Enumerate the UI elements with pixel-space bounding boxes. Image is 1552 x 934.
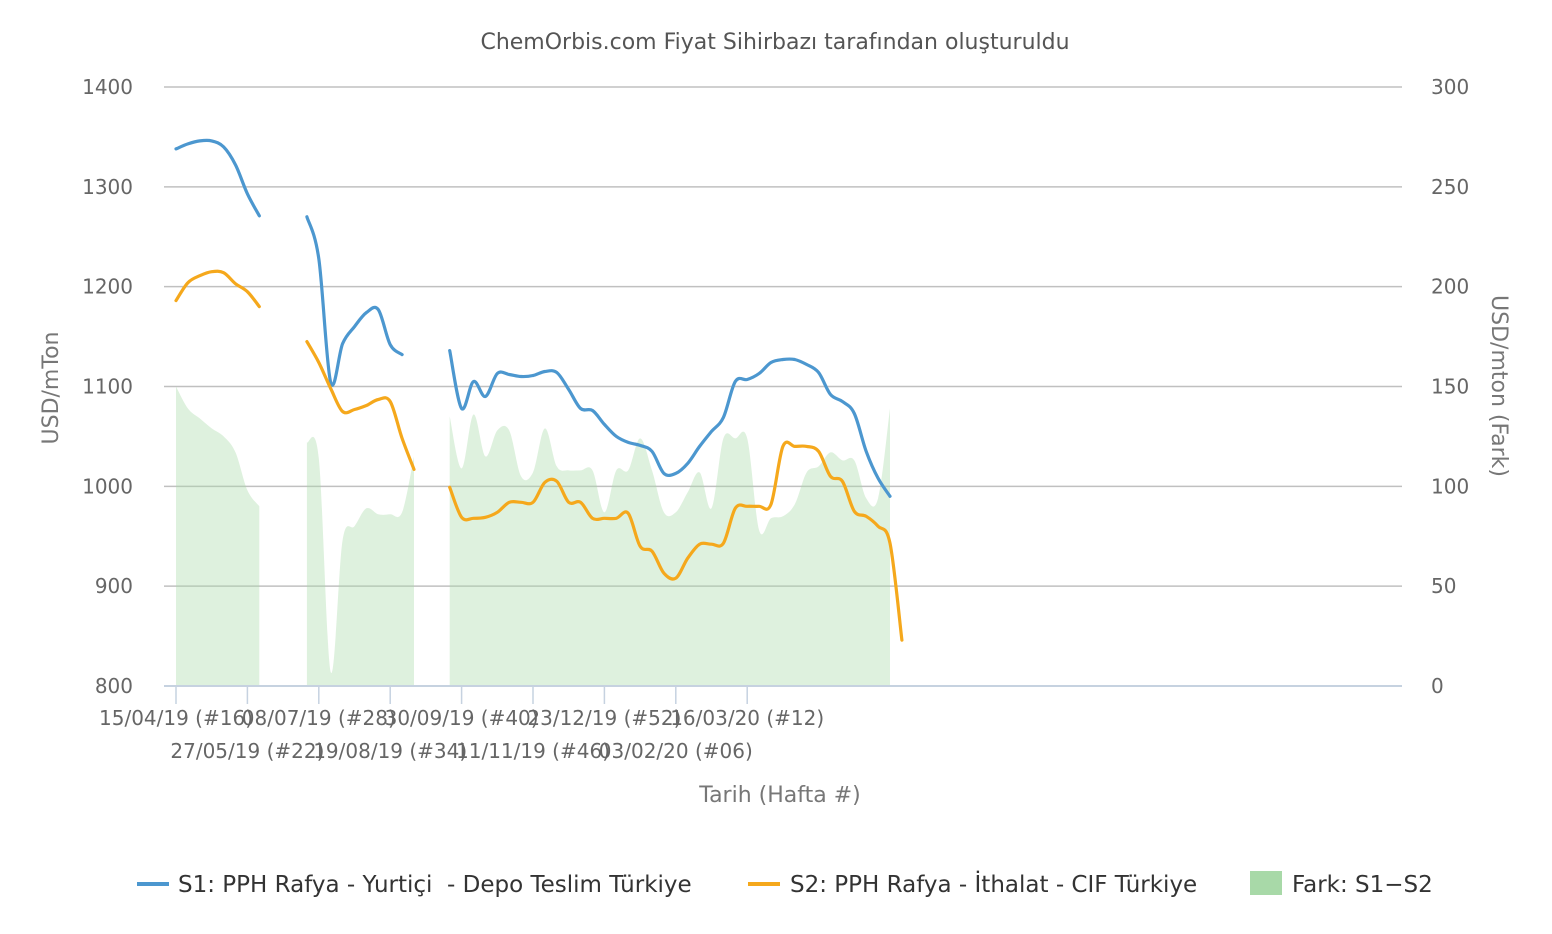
y-tick-label: 900 bbox=[95, 574, 133, 598]
y-tick-label: 1200 bbox=[82, 275, 133, 299]
legend-swatch-fark bbox=[1250, 871, 1282, 895]
y2-tick-label: 0 bbox=[1431, 674, 1444, 698]
x-tick-label: 19/08/19 (#34) bbox=[313, 739, 467, 763]
y2-tick-label: 250 bbox=[1431, 175, 1469, 199]
legend-label-s2: S2: PPH Rafya - İthalat - CIF Türkiye bbox=[790, 870, 1197, 898]
x-tick-label: 08/07/19 (#28) bbox=[242, 706, 396, 730]
fark-area-segment bbox=[306, 436, 414, 686]
legend-label-fark: Fark: S1−S2 bbox=[1292, 872, 1433, 898]
y-tick-label: 1400 bbox=[82, 75, 133, 99]
y2-tick-label: 150 bbox=[1431, 375, 1469, 399]
y-tick-label: 1000 bbox=[82, 474, 133, 498]
x-tick-label: 30/09/19 (#40) bbox=[385, 706, 539, 730]
legend: S1: PPH Rafya - Yurtiçi - Depo Teslim Tü… bbox=[137, 870, 1433, 898]
legend-item-s1[interactable]: S1: PPH Rafya - Yurtiçi - Depo Teslim Tü… bbox=[137, 872, 692, 898]
x-tick-label: 23/12/19 (#52) bbox=[527, 706, 681, 730]
y2-tick-label: 300 bbox=[1431, 75, 1469, 99]
axes: 800 900 1000 1100 1200 1300 1400 0 50 100 150 200 25… bbox=[82, 75, 1469, 763]
series-line-s2[interactable] bbox=[448, 440, 904, 642]
x-axis-title: Tarih (Hafta #) bbox=[698, 783, 860, 808]
y-tick-label: 800 bbox=[95, 674, 133, 698]
series-lines bbox=[174, 138, 904, 642]
series-line-s2[interactable] bbox=[174, 269, 261, 309]
grid-lines bbox=[164, 86, 1402, 587]
series-line-s2[interactable] bbox=[305, 340, 416, 471]
y-axis-right-title: USD/mton (Fark) bbox=[1486, 295, 1511, 477]
x-tick-label: 16/03/20 (#12) bbox=[670, 706, 824, 730]
legend-item-s2[interactable]: S2: PPH Rafya - İthalat - CIF Türkiye bbox=[748, 870, 1197, 898]
legend-label-s1: S1: PPH Rafya - Yurtiçi - Depo Teslim Tü… bbox=[178, 872, 692, 898]
y-tick-label: 1100 bbox=[82, 375, 133, 399]
y2-tick-label: 100 bbox=[1431, 474, 1469, 498]
series-line-s1[interactable] bbox=[305, 215, 404, 387]
fark-area-segment bbox=[176, 386, 260, 686]
y-tick-label: 1300 bbox=[82, 175, 133, 199]
series-line-s1[interactable] bbox=[174, 138, 261, 218]
x-tick-label: 27/05/19 (#22) bbox=[170, 739, 324, 763]
legend-item-fark[interactable]: Fark: S1−S2 bbox=[1250, 871, 1433, 898]
y-axis-left-title: USD/mTon bbox=[39, 332, 64, 445]
y2-tick-label: 50 bbox=[1431, 574, 1456, 598]
x-tick-label: 11/11/19 (#46) bbox=[456, 739, 610, 763]
fark-area-segment bbox=[449, 408, 890, 686]
chart-title: ChemOrbis.com Fiyat Sihirbazı tarafından… bbox=[480, 30, 1069, 55]
x-tick-label: 03/02/20 (#06) bbox=[599, 739, 753, 763]
x-tick-label: 15/04/19 (#16) bbox=[99, 706, 253, 730]
series-line-s1[interactable] bbox=[448, 349, 892, 498]
difference-area bbox=[176, 386, 890, 686]
y2-tick-label: 200 bbox=[1431, 275, 1469, 299]
